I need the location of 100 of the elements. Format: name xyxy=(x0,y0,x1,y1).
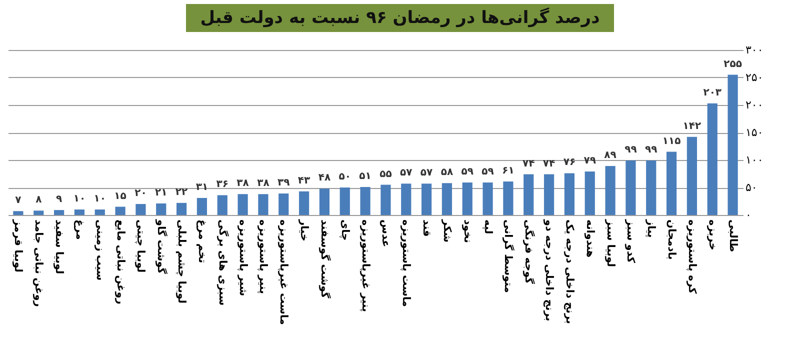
data-label: ۱۰ xyxy=(94,194,106,204)
x-tick-label: ماست غیرپاستوریزه xyxy=(278,220,290,325)
bar xyxy=(156,203,166,215)
data-label: ۸۹ xyxy=(604,150,616,162)
data-label: ۵۵ xyxy=(380,168,392,180)
data-label: ۵۹ xyxy=(461,166,474,178)
bar xyxy=(707,103,718,215)
bar xyxy=(319,188,330,215)
data-label: ۵۸ xyxy=(440,167,454,178)
bar xyxy=(34,210,44,215)
data-label: ۵۹ xyxy=(482,166,494,178)
data-label: ۱۰ xyxy=(73,194,86,204)
x-tick-label: لوبیا چیتی xyxy=(134,220,147,273)
y-tick-label: ۱۵۰ xyxy=(746,126,764,139)
bar xyxy=(584,172,595,215)
x-tick-label: تخم مرغ xyxy=(196,220,208,264)
x-tick-label: لوبیا چشم بلبلی xyxy=(176,220,188,304)
bar xyxy=(666,152,677,215)
bar xyxy=(728,74,738,215)
y-tick-label: ۲۵۰ xyxy=(746,71,764,84)
x-tick-label: قند xyxy=(420,220,433,237)
data-label: ۵۱ xyxy=(359,170,372,182)
data-label: ۴۸ xyxy=(318,172,331,184)
bar xyxy=(462,182,472,215)
bar xyxy=(298,191,310,215)
x-tick-label: شکر xyxy=(440,218,453,242)
data-label: ۷۴ xyxy=(522,158,535,170)
data-label: ۹۹ xyxy=(624,144,637,156)
bar xyxy=(74,210,85,215)
data-label: ۷۶ xyxy=(563,157,576,168)
x-tick-label: عدس xyxy=(380,220,392,248)
bar xyxy=(524,174,534,215)
data-label: ۵۷ xyxy=(400,168,412,179)
x-tick-label: لپه xyxy=(482,220,494,234)
data-label: ۸ xyxy=(36,194,42,206)
bar xyxy=(646,160,656,215)
bar xyxy=(115,206,126,215)
y-tick-label: ۰ xyxy=(746,208,752,222)
data-label: ۲۵۵ xyxy=(724,58,742,70)
bar xyxy=(360,186,370,215)
data-label: ۲۱ xyxy=(155,187,168,198)
data-label: ۷ xyxy=(15,195,22,206)
x-tick-label: ماست پاستوریزه xyxy=(400,220,412,307)
bar xyxy=(94,210,105,215)
x-tick-label: گوشت گاو xyxy=(155,218,168,275)
data-label: ۳۸ xyxy=(257,178,270,190)
bar xyxy=(278,194,289,215)
data-label: ۹ xyxy=(56,194,62,206)
y-tick-label: ۵۰ xyxy=(746,181,758,194)
x-tick-label: متوسط گرانی xyxy=(502,220,516,293)
data-label: ۶۱ xyxy=(502,165,514,176)
data-label: ۱۵ xyxy=(114,190,126,202)
data-label: ۳۸ xyxy=(236,178,249,190)
x-tick-label: خربزه xyxy=(706,220,718,250)
chart-title: درصد گرانی‌ها در رمضان ۹۶ نسبت به دولت قبل xyxy=(186,4,614,32)
x-tick-label: کدو سبز xyxy=(624,218,637,264)
bar xyxy=(176,202,187,215)
bar xyxy=(686,136,698,215)
bar xyxy=(380,184,391,215)
x-tick-label: گوشت گوسفند xyxy=(318,220,332,300)
bar xyxy=(421,184,432,215)
data-label: ۷۴ xyxy=(542,158,556,170)
data-label: ۱۴۲ xyxy=(682,120,702,132)
x-tick-label: چای xyxy=(338,220,351,241)
data-label: ۵۰ xyxy=(338,172,351,182)
x-tick-label: هندوانه xyxy=(584,220,596,258)
x-tick-label: طالبی xyxy=(726,220,739,252)
y-tick-label: ۱۰۰ xyxy=(746,154,764,166)
bar xyxy=(503,181,514,215)
x-tick-label: لوبیا سبز xyxy=(604,218,616,268)
x-tick-label: سیب زمینی xyxy=(94,220,106,281)
bar xyxy=(217,195,228,215)
x-tick-label: روغن نباتی جامد xyxy=(32,220,45,307)
x-tick-label: پنیر غیرپاستوریزه xyxy=(359,220,372,312)
bar xyxy=(196,198,208,215)
x-tick-label: گوجه فرنگی xyxy=(522,220,536,285)
x-tick-label: شیر پاستوریزه xyxy=(236,220,249,296)
bar xyxy=(482,182,493,215)
bar xyxy=(340,188,350,215)
x-tick-label: برنج داخلی درجه یک xyxy=(563,220,576,324)
bar xyxy=(238,194,248,215)
bar xyxy=(401,184,412,215)
data-label: ۷۹ xyxy=(584,156,596,167)
data-label: ۲۰ xyxy=(134,188,147,199)
bar xyxy=(54,210,64,215)
bar xyxy=(564,173,575,215)
bar xyxy=(626,160,636,215)
data-label: ۳۱ xyxy=(196,182,208,193)
data-label: ۴۳ xyxy=(298,175,310,186)
data-label: ۲۲ xyxy=(175,186,188,198)
bar xyxy=(136,204,146,215)
x-tick-label: سبزی های برگی xyxy=(216,220,230,306)
x-tick-label: کره پاستوریزه xyxy=(686,220,698,295)
data-label: ۲۰۳ xyxy=(703,87,722,98)
y-tick-label: ۲۰۰ xyxy=(746,98,764,112)
data-label: ۹۹ xyxy=(645,144,658,156)
data-label: ۳۹ xyxy=(278,178,290,189)
y-tick-label: ۳۰۰ xyxy=(746,44,764,56)
x-tick-label: برنج داخلی درجه دو xyxy=(543,218,556,322)
data-label: ۱۱۵ xyxy=(662,136,681,147)
